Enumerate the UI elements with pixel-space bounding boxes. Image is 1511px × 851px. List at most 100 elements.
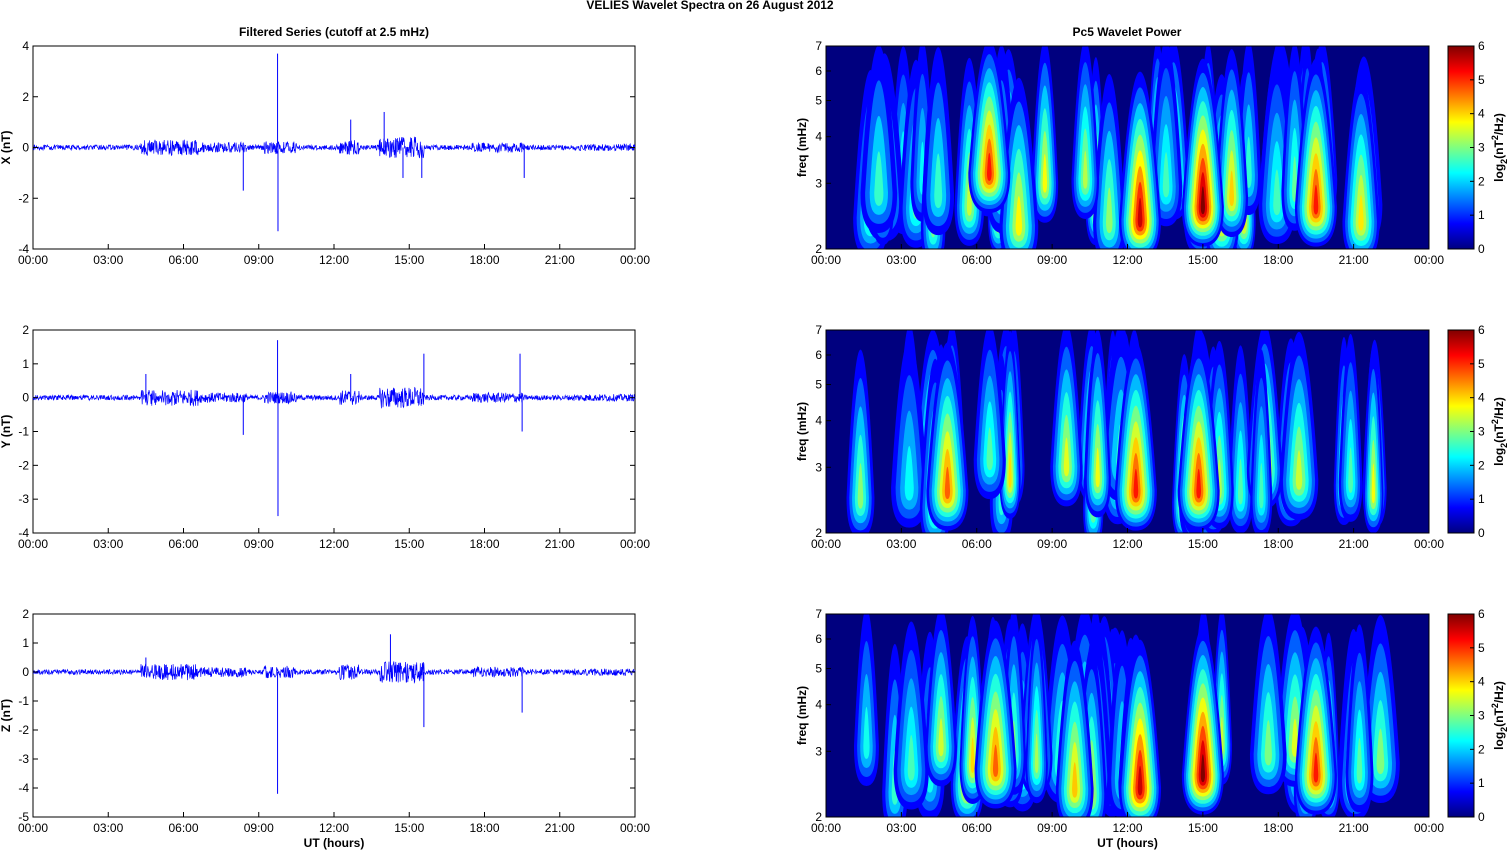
wavelet-power-contour	[992, 744, 999, 777]
series-xtick-label: 15:00	[394, 821, 424, 835]
wavelet-power-contour	[1137, 765, 1143, 796]
wavelet-power-contour	[904, 446, 914, 501]
wavelet-ytick-label: 2	[815, 810, 822, 824]
wavelet-ytick-label: 3	[815, 744, 822, 758]
wavelet-power-contour	[1095, 447, 1100, 488]
wavelet-power-contour	[1292, 156, 1298, 202]
series-panel-1: 420-2-400:00 03:00 06:00 09:00 12:00 15:00 18:…	[0, 39, 650, 267]
series-ytick-label: -2	[18, 723, 29, 737]
series-ytick-label: -4	[18, 526, 29, 540]
wavelet-ytick-label: 4	[815, 698, 822, 712]
series-ytick-label: -3	[18, 752, 29, 766]
wavelet-xtick-label: 00:00	[1414, 537, 1444, 551]
series-ytick-label: -4	[18, 242, 29, 256]
series-ylabel: X (nT)	[0, 131, 13, 165]
series-panel-3: 210-1-2-3-4-500:00 03:00 06:00 09:00 12:00 15…	[0, 607, 650, 850]
series-trace	[32, 386, 636, 409]
series-xtick-label: 18:00	[469, 253, 499, 267]
series-xtick-label: 06:00	[168, 537, 198, 551]
wavelet-ytick-label: 7	[815, 607, 822, 621]
wavelet-power-contour	[1034, 733, 1039, 774]
wavelet-blobs	[853, 614, 1400, 817]
wavelet-xtick-label: 09:00	[1037, 537, 1067, 551]
series-ytick-label: 4	[22, 39, 29, 53]
series-trace	[32, 136, 636, 159]
wavelet-power-contour	[1196, 468, 1202, 499]
wavelet-ytick-label: 5	[815, 378, 822, 392]
series-ylabel: Y (nT)	[0, 415, 13, 449]
wavelet-ytick-label: 7	[815, 39, 822, 53]
wavelet-power-contour	[986, 152, 992, 181]
figure-suptitle: VELIES Wavelet Spectra on 26 August 2012	[586, 0, 834, 12]
series-ytick-label: -3	[18, 492, 29, 506]
wavelet-power-contour	[863, 706, 870, 759]
series-ytick-label: 1	[22, 357, 29, 371]
wavelet-power-contour	[1063, 437, 1070, 477]
wavelet-ytick-label: 3	[815, 176, 822, 190]
wavelet-xtick-label: 18:00	[1263, 253, 1293, 267]
wavelet-ytick-label: 5	[815, 94, 822, 108]
wavelet-xtick-label: 15:00	[1188, 537, 1218, 551]
series-xtick-label: 15:00	[394, 253, 424, 267]
series-trace	[32, 661, 636, 684]
wavelet-xtick-label: 00:00	[811, 253, 841, 267]
colorbar-tick-label: 2	[1478, 742, 1485, 756]
series-xtick-label: 18:00	[469, 821, 499, 835]
wavelet-power-contour	[938, 718, 944, 757]
wavelet-xtick-label: 06:00	[962, 821, 992, 835]
wavelet-power-contour	[1015, 196, 1023, 236]
wavelet-ytick-label: 4	[815, 130, 822, 144]
wavelet-power-contour	[944, 466, 951, 500]
colorbar-tick-label: 3	[1478, 709, 1485, 723]
wavelet-xtick-label: 00:00	[811, 537, 841, 551]
wavelet-ytick-label: 6	[815, 64, 822, 78]
wavelet-xtick-label: 15:00	[1188, 253, 1218, 267]
colorbar-tick-label: 2	[1478, 174, 1485, 188]
wavelet-xtick-label: 06:00	[962, 537, 992, 551]
series-plot-frame	[32, 613, 636, 818]
series-ytick-label: 0	[22, 665, 29, 679]
series-xtick-label: 12:00	[319, 253, 349, 267]
wavelet-power-contour	[934, 153, 943, 208]
series-xtick-label: 00:00	[18, 253, 48, 267]
wavelet-power-contour	[1273, 169, 1281, 216]
wavelet-power-contour	[1042, 153, 1048, 193]
series-ytick-label: -4	[18, 781, 29, 795]
wavelet-xtick-label: 12:00	[1112, 821, 1142, 835]
wavelet-power-contour	[1291, 718, 1299, 757]
series-xtick-label: 12:00	[319, 821, 349, 835]
series-xtick-label: 21:00	[545, 537, 575, 551]
series-xtick-label: 00:00	[620, 821, 650, 835]
wavelet-power-contour	[1313, 752, 1319, 783]
colorbar-tick-label: 1	[1478, 492, 1485, 506]
wavelet-xtick-label: 09:00	[1037, 253, 1067, 267]
series-xtick-label: 21:00	[545, 253, 575, 267]
wavelet-xtick-label: 03:00	[886, 537, 916, 551]
series-ytick-label: -1	[18, 425, 29, 439]
wavelet-power-contour	[1133, 468, 1139, 499]
series-ytick-label: 1	[22, 636, 29, 650]
left-column-title: Filtered Series (cutoff at 2.5 mHz)	[239, 25, 429, 39]
wavelet-power-contour	[1358, 195, 1364, 231]
wavelet-xtick-label: 21:00	[1339, 253, 1369, 267]
wavelet-power-contour	[1376, 728, 1385, 775]
wavelet-ylabel: freq (mHz)	[795, 686, 809, 745]
series-xtick-label: 09:00	[244, 253, 274, 267]
series-xtick-label: 12:00	[319, 537, 349, 551]
series-xtick-label: 03:00	[93, 821, 123, 835]
series-xtick-label: 00:00	[620, 253, 650, 267]
colorbar-tick-label: 2	[1478, 458, 1485, 472]
colorbar-tick-label: 6	[1478, 39, 1485, 53]
series-ytick-label: -2	[18, 458, 29, 472]
series-ylabel: Z (nT)	[0, 699, 13, 732]
series-panel-2: 210-1-2-3-400:00 03:00 06:00 09:00 12:00 15:0…	[0, 323, 650, 551]
colorbar-tick-label: 0	[1478, 526, 1485, 540]
wavelet-power-contour	[874, 151, 884, 206]
wavelet-ytick-label: 6	[815, 348, 822, 362]
wavelet-ytick-label: 2	[815, 242, 822, 256]
wavelet-ytick-label: 7	[815, 323, 822, 337]
series-ytick-label: 2	[22, 607, 29, 621]
wavelet-power-contour	[970, 737, 975, 773]
